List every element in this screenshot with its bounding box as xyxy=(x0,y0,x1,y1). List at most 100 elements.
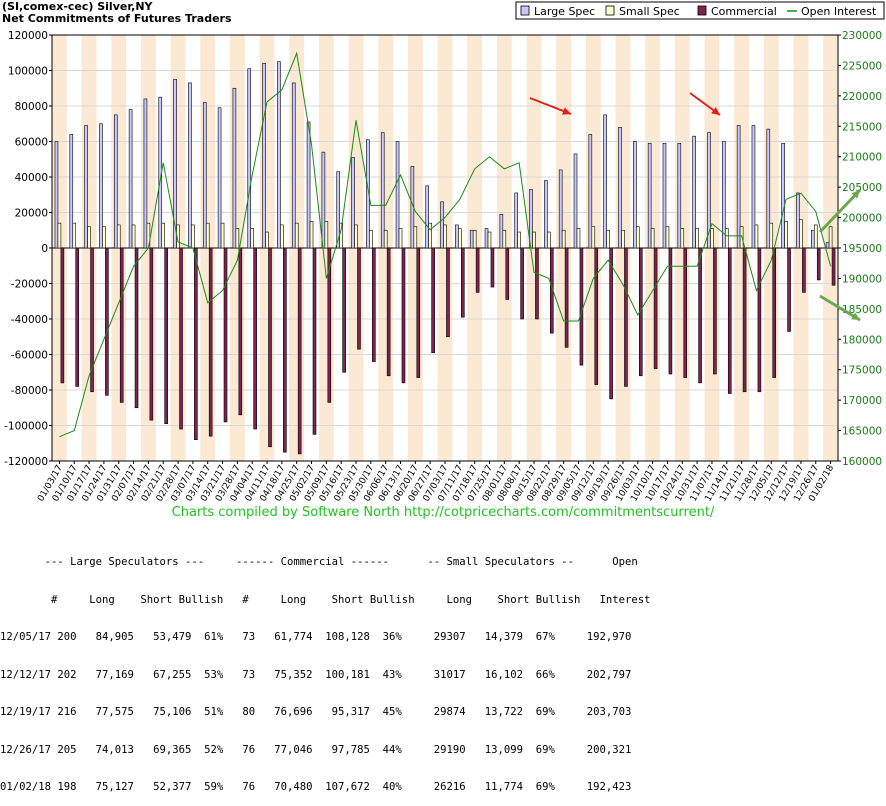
small-spec-bar xyxy=(414,227,417,248)
large-spec-bar xyxy=(85,126,88,248)
legend-swatch xyxy=(606,6,614,15)
legend-label: Open Interest xyxy=(801,5,877,18)
small-spec-bar xyxy=(710,228,713,248)
left-tick-label: -80000 xyxy=(11,385,48,397)
small-spec-bar xyxy=(666,227,669,248)
small-spec-bar xyxy=(280,225,283,248)
stats-table: --- Large Speculators --- ------ Commerc… xyxy=(0,531,651,806)
commercial-bar xyxy=(254,248,257,429)
right-tick-label: 190000 xyxy=(842,273,882,285)
large-spec-bar xyxy=(396,142,399,249)
commercial-bar xyxy=(476,248,479,292)
large-spec-bar xyxy=(663,143,666,248)
commercial-bar xyxy=(417,248,420,378)
large-spec-bar xyxy=(796,193,799,248)
commercial-bar xyxy=(446,248,449,337)
small-spec-bar xyxy=(458,228,461,248)
left-tick-label: -40000 xyxy=(11,314,48,326)
credit-line: Charts compiled by Software North http:/… xyxy=(0,505,886,520)
right-tick-label: 225000 xyxy=(842,60,882,72)
small-spec-bar xyxy=(102,227,105,248)
stats-row: 12/05/17 200 84,905 53,479 61% 73 61,774… xyxy=(0,631,651,644)
commercial-bar xyxy=(239,248,242,415)
commercial-bar xyxy=(684,248,687,378)
right-tick-label: 170000 xyxy=(842,395,882,407)
commercial-bar xyxy=(773,248,776,378)
small-spec-bar xyxy=(503,230,506,248)
large-spec-bar xyxy=(485,228,488,248)
commercial-bar xyxy=(802,248,805,292)
small-spec-bar xyxy=(191,225,194,248)
commercial-bar xyxy=(150,248,153,420)
commercial-bar xyxy=(624,248,627,386)
commercial-bar xyxy=(788,248,791,331)
small-spec-bar xyxy=(266,232,269,248)
large-spec-bar xyxy=(455,225,458,248)
small-spec-bar xyxy=(829,227,832,248)
large-spec-bar xyxy=(441,202,444,248)
legend-swatch xyxy=(698,6,706,15)
large-spec-bar xyxy=(203,102,206,248)
small-spec-bar xyxy=(58,223,61,248)
left-tick-label: 20000 xyxy=(15,208,48,220)
left-tick-label: -100000 xyxy=(4,421,48,433)
legend-label: Commercial xyxy=(711,5,777,18)
large-spec-bar xyxy=(767,129,770,248)
commercial-bar xyxy=(461,248,464,317)
large-spec-bar xyxy=(114,115,117,248)
commercial-bar xyxy=(669,248,672,374)
right-tick-label: 195000 xyxy=(842,243,882,255)
commercial-bar xyxy=(135,248,138,408)
commercial-bar xyxy=(269,248,272,447)
small-spec-bar xyxy=(384,230,387,248)
small-spec-bar xyxy=(681,228,684,248)
left-tick-label: -60000 xyxy=(11,350,48,362)
commercial-bar xyxy=(402,248,405,383)
small-spec-bar xyxy=(651,228,654,248)
small-spec-bar xyxy=(799,220,802,248)
commercial-bar xyxy=(387,248,390,376)
small-spec-bar xyxy=(295,223,298,248)
small-spec-bar xyxy=(132,225,135,248)
commercial-bar xyxy=(713,248,716,374)
left-tick-label: 120000 xyxy=(8,30,48,42)
large-spec-bar xyxy=(604,115,607,248)
commercial-bar xyxy=(491,248,494,287)
commercial-bar xyxy=(817,248,820,280)
commercial-bar xyxy=(565,248,568,347)
small-spec-bar xyxy=(636,227,639,248)
commercial-bar xyxy=(758,248,761,392)
right-tick-label: 205000 xyxy=(842,182,882,194)
stats-row: 01/02/18 198 75,127 52,377 59% 76 70,480… xyxy=(0,781,651,794)
small-spec-bar xyxy=(562,230,565,248)
small-spec-bar xyxy=(547,232,550,248)
right-tick-label: 215000 xyxy=(842,121,882,133)
small-spec-bar xyxy=(488,232,491,248)
large-spec-bar xyxy=(782,143,785,248)
large-spec-bar xyxy=(426,186,429,248)
small-spec-bar xyxy=(592,227,595,248)
commercial-bar xyxy=(343,248,346,372)
small-spec-bar xyxy=(206,223,209,248)
large-spec-bar xyxy=(693,136,696,248)
left-tick-label: -20000 xyxy=(11,279,48,291)
small-spec-bar xyxy=(369,230,372,248)
right-tick-label: 200000 xyxy=(842,213,882,225)
small-spec-bar xyxy=(117,225,120,248)
small-spec-bar xyxy=(814,225,817,248)
commercial-bar xyxy=(105,248,108,395)
right-tick-label: 160000 xyxy=(842,456,882,468)
large-spec-bar xyxy=(633,142,636,249)
large-spec-bar xyxy=(233,88,236,248)
small-spec-bar xyxy=(310,221,313,248)
large-spec-bar xyxy=(574,154,577,248)
large-spec-bar xyxy=(752,126,755,248)
stats-header-1: --- Large Speculators --- ------ Commerc… xyxy=(0,556,651,569)
large-spec-bar xyxy=(589,134,592,248)
commercial-bar xyxy=(610,248,613,399)
left-tick-label: 60000 xyxy=(15,137,48,149)
small-spec-bar xyxy=(785,221,788,248)
large-spec-bar xyxy=(648,143,651,248)
large-spec-bar xyxy=(99,124,102,248)
small-spec-bar xyxy=(73,223,76,248)
